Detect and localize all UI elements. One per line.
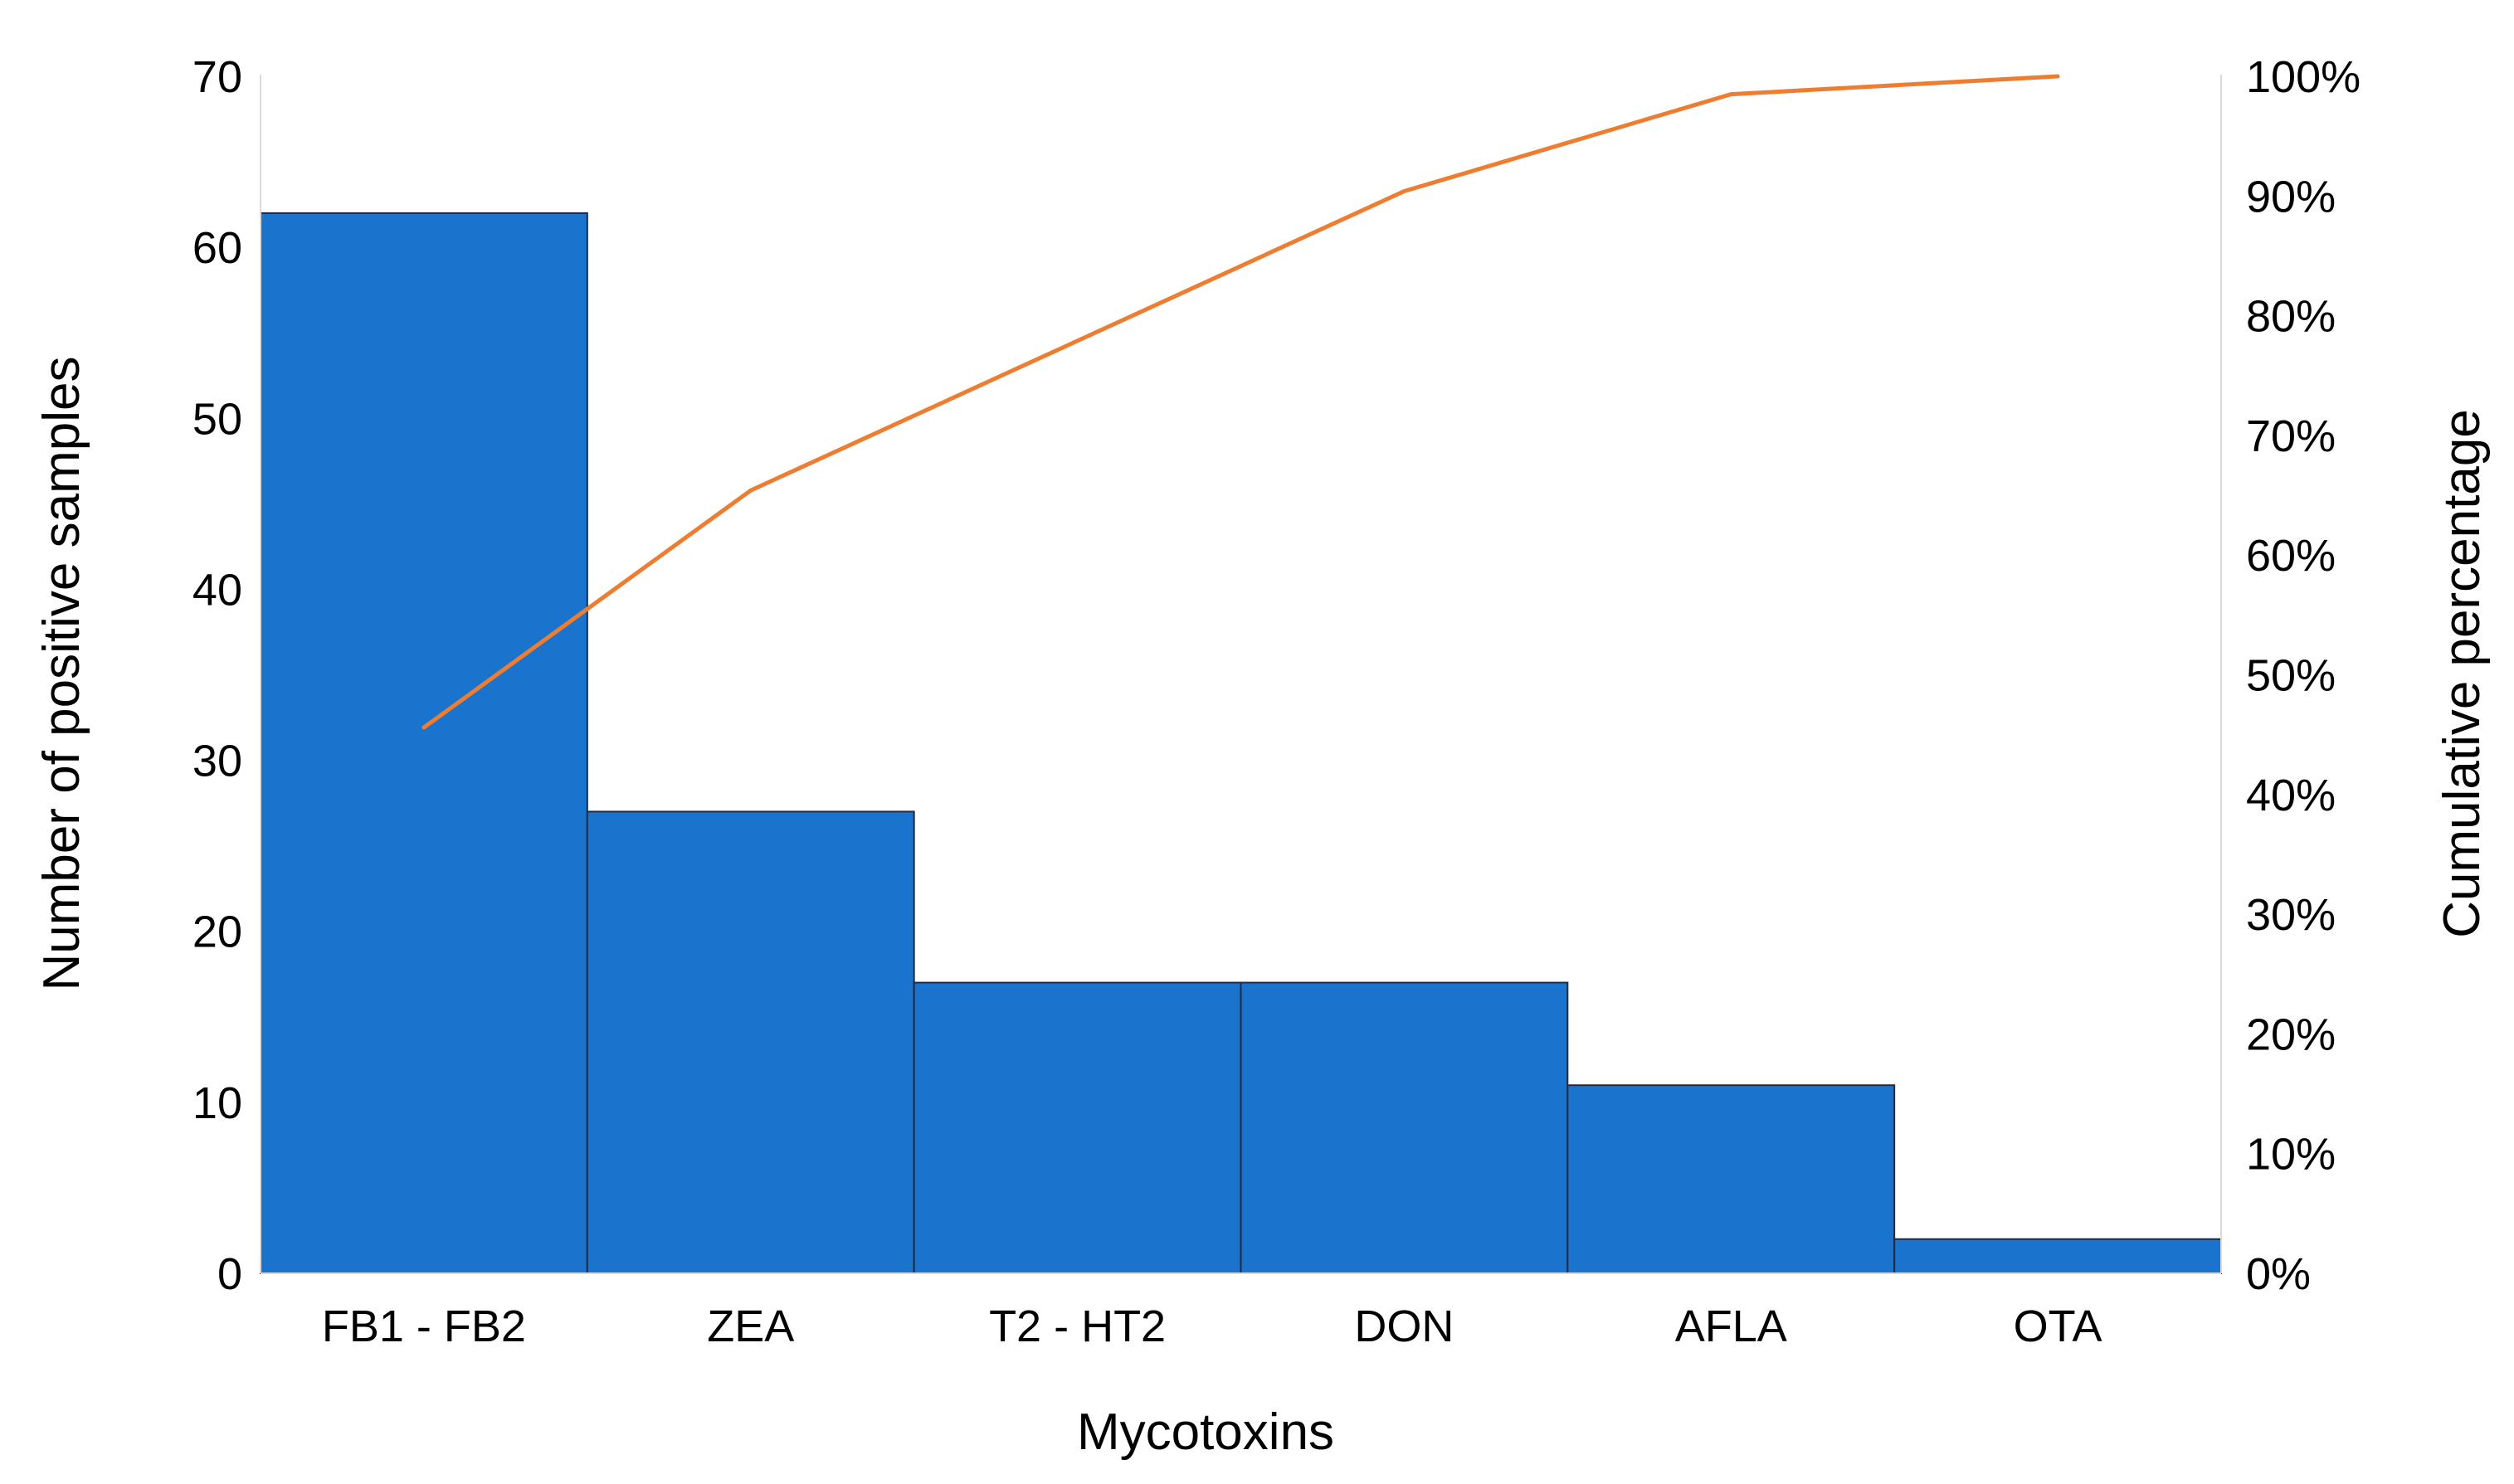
- y-tick-label: 0: [217, 1249, 242, 1299]
- y2-tick-label: 10%: [2246, 1130, 2336, 1180]
- y-axis-title: Number of positive samples: [33, 357, 90, 991]
- bars-layer: [260, 212, 2223, 1275]
- x-tick-label: AFLA: [1675, 1302, 1787, 1351]
- y-tick-label: 40: [192, 565, 242, 615]
- y-tick-label: 50: [192, 394, 242, 444]
- y2-axis-title: Cumulative percentage: [2434, 409, 2491, 938]
- y2-tick-label: 100%: [2246, 52, 2361, 102]
- x-tick-label: T2 - HT2: [989, 1302, 1166, 1351]
- labels-layer: 0 10 20 30 40 50 60 70 0% 10% 20% 30% 40% 50% 60% 70% 80…: [192, 52, 2361, 1351]
- bar-2: [913, 981, 1242, 1274]
- bar-4: [1566, 1084, 1896, 1274]
- y2-tick-label: 40%: [2246, 771, 2336, 820]
- y-tick-label: 70: [192, 52, 242, 102]
- x-tick-label: FB1 - FB2: [322, 1302, 526, 1351]
- x-tick-label: DON: [1354, 1302, 1454, 1351]
- bar-3: [1240, 981, 1569, 1274]
- cumulative-line-layer: [421, 74, 2060, 730]
- bar-5: [1893, 1238, 2223, 1275]
- x-tick-label: OTA: [2014, 1302, 2102, 1351]
- y2-tick-label: 90%: [2246, 172, 2336, 221]
- x-axis-title: Mycotoxins: [1077, 1404, 1334, 1461]
- y2-tick-label: 70%: [2246, 411, 2336, 461]
- axes-layer: [260, 75, 2222, 1274]
- y2-tick-label: 20%: [2246, 1010, 2336, 1059]
- y2-tick-label: 80%: [2246, 292, 2336, 342]
- bar-1: [586, 810, 915, 1274]
- x-tick-label: ZEA: [707, 1302, 794, 1351]
- cumulative-line: [421, 74, 2060, 730]
- bar-0: [260, 212, 588, 1274]
- y2-tick-label: 50%: [2246, 651, 2336, 701]
- y2-tick-label: 60%: [2246, 531, 2336, 581]
- y-tick-label: 30: [192, 737, 242, 786]
- y-tick-label: 60: [192, 223, 242, 273]
- y2-tick-label: 30%: [2246, 890, 2336, 940]
- y2-tick-label: 0%: [2246, 1249, 2311, 1299]
- y-tick-label: 10: [192, 1078, 242, 1128]
- y-tick-label: 20: [192, 907, 242, 957]
